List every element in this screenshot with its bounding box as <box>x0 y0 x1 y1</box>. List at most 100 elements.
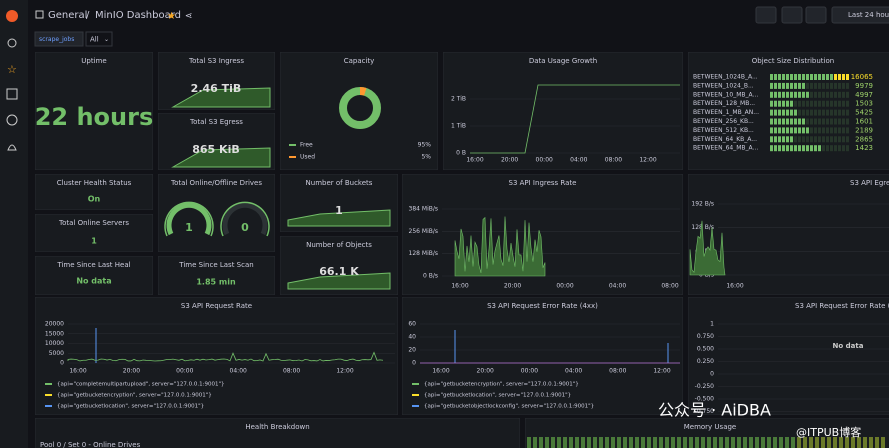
variable-select[interactable] <box>85 31 113 47</box>
bar-segment <box>671 437 675 448</box>
bar-segment <box>749 437 753 448</box>
panel: S3 API Request Rate200001500010000500001… <box>35 297 398 415</box>
bar-segment <box>846 136 849 143</box>
sparkline <box>171 87 271 108</box>
stat-value: 1 <box>335 204 343 217</box>
bar-segment <box>834 136 837 143</box>
variable-label: scrape_jobs <box>39 36 74 43</box>
y-tick-label: 0 <box>60 360 64 367</box>
stat-value: No data <box>76 277 111 286</box>
panel-bg <box>35 418 520 448</box>
explore-icon[interactable] <box>6 114 18 126</box>
bar-segment <box>635 437 639 448</box>
bar-segment <box>809 437 813 448</box>
bar-segment <box>838 118 841 125</box>
bar-segment <box>814 136 817 143</box>
bar-segment <box>731 437 735 448</box>
settings-button[interactable] <box>805 6 827 24</box>
bar-segment <box>770 91 773 98</box>
x-tick-label: 12:00 <box>639 157 656 164</box>
bar-segment <box>605 437 609 448</box>
save-button[interactable] <box>781 6 803 24</box>
bar-segment <box>782 136 785 143</box>
bar-segment <box>786 74 789 80</box>
time-picker[interactable] <box>831 6 889 24</box>
bar-segment <box>794 82 797 89</box>
bar-segment <box>770 127 773 134</box>
sparkline <box>287 272 391 290</box>
row-label: BETWEEN_1024_B... <box>693 82 754 89</box>
bar-segment <box>786 127 789 134</box>
search-icon[interactable] <box>7 38 17 48</box>
bar-segment <box>822 118 825 125</box>
x-tick-label: 16:00 <box>432 368 449 375</box>
bar-segment <box>826 82 829 89</box>
bar-segment <box>810 136 813 143</box>
bar-segment <box>810 109 813 116</box>
bar-segment <box>830 109 833 116</box>
bar-segment <box>842 109 845 116</box>
bar-segment <box>782 82 785 89</box>
breadcrumb-folder[interactable]: General <box>48 10 87 21</box>
star-button[interactable]: ★ <box>167 11 176 22</box>
bar-segment <box>794 118 797 125</box>
gauge-track <box>222 202 268 236</box>
x-tick-label: 04:00 <box>609 283 626 290</box>
bar-segment <box>778 91 781 98</box>
panel-title: Object Size Distribution <box>752 57 834 65</box>
watermark-line1: 公众号 · AiDBA <box>658 401 771 420</box>
bar-segment <box>834 127 837 134</box>
bar-segment <box>790 74 793 80</box>
x-tick-label: 16:00 <box>466 157 483 164</box>
time-range[interactable]: Last 24 hou <box>848 11 889 19</box>
bar-segment <box>814 127 817 134</box>
bar-segment <box>683 437 687 448</box>
legend-value: 5% <box>421 154 431 161</box>
starred-icon[interactable]: ☆ <box>7 63 17 76</box>
bar-segment <box>533 437 537 448</box>
bar-segment <box>774 91 777 98</box>
dropdown-caret[interactable]: ⌄ <box>104 36 109 43</box>
panel: Total Online Servers 1 <box>35 214 153 252</box>
alerting-icon[interactable] <box>7 144 17 151</box>
x-tick-label: 08:00 <box>661 283 678 290</box>
y-tick-label: 256 MiB/s <box>409 228 438 235</box>
row-label: BETWEEN_1024B_A... <box>693 74 758 81</box>
y-tick-label: -0.750 <box>695 408 715 415</box>
bar-segment <box>803 437 807 448</box>
y-tick-label: 40 <box>408 334 416 341</box>
bar-segment <box>838 136 841 143</box>
bar-segment <box>782 145 785 152</box>
bar-segment <box>842 82 845 89</box>
bar-segment <box>810 100 813 107</box>
bar-segment <box>842 145 845 152</box>
bar-segment <box>743 437 747 448</box>
legend-name: {api="getbucketencryption", server="127.… <box>57 393 212 399</box>
bar-segment <box>806 91 809 98</box>
y-tick-label: 0.500 <box>697 346 714 353</box>
bar-segment <box>774 100 777 107</box>
dashboard-title[interactable]: MinIO Dashboard <box>95 10 181 21</box>
add-panel-button[interactable] <box>755 6 777 24</box>
stat-value: 2.46 TiB <box>191 82 242 95</box>
bar-segment <box>689 437 693 448</box>
bar-segment <box>814 118 817 125</box>
bar-segment <box>786 109 789 116</box>
bar-segment <box>842 74 845 80</box>
y-tick-label: 5000 <box>49 350 64 357</box>
y-tick-label: 0 B <box>456 150 466 157</box>
bar-segment <box>834 145 837 152</box>
dashboards-icon[interactable] <box>6 88 18 100</box>
y-tick-label: 128 B/s <box>691 224 714 231</box>
bar-segment <box>834 74 837 80</box>
logo[interactable] <box>6 10 18 22</box>
variable-value[interactable]: All <box>90 36 99 44</box>
bar-segment <box>551 437 555 448</box>
bar-segment <box>790 91 793 98</box>
row-value: 1503 <box>855 100 873 108</box>
share-button[interactable]: ⋖ <box>185 12 193 22</box>
bar-segment <box>814 109 817 116</box>
panel-title: S3 API Ingress Rate <box>509 179 577 187</box>
bar-segment <box>798 74 801 80</box>
panel-title: Cluster Health Status <box>57 179 132 187</box>
